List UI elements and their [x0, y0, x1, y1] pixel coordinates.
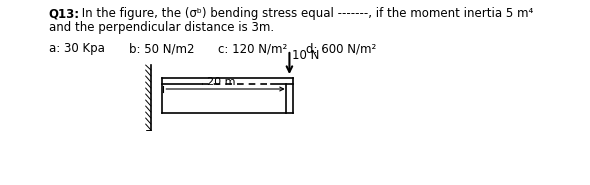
Text: c: 120 N/m²: c: 120 N/m²	[218, 42, 287, 55]
Text: and the perpendicular distance is 3m.: and the perpendicular distance is 3m.	[49, 21, 274, 34]
Text: a: 30 Kpa: a: 30 Kpa	[49, 42, 104, 55]
Text: b: 50 N/m2: b: 50 N/m2	[129, 42, 194, 55]
Text: 10 N: 10 N	[292, 49, 319, 62]
Text: d: 600 N/m²: d: 600 N/m²	[306, 42, 376, 55]
Text: 20 m: 20 m	[207, 77, 235, 87]
Text: In the figure, the (σᵇ) bending stress equal -------, if the moment inertia 5 m⁴: In the figure, the (σᵇ) bending stress e…	[78, 7, 533, 20]
Text: Q13:: Q13:	[49, 7, 80, 20]
